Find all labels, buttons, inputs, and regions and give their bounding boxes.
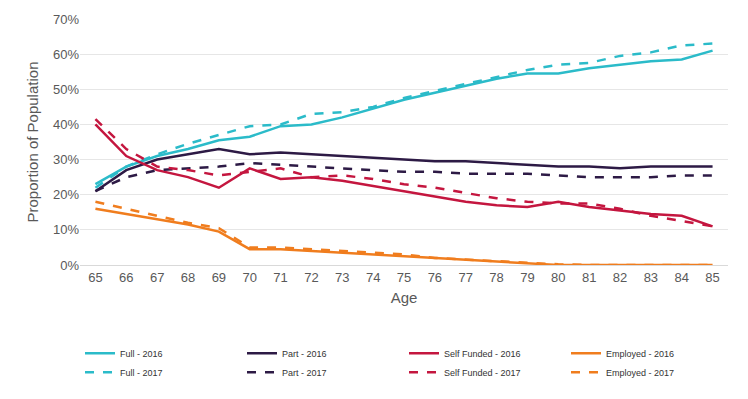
svg-text:70%: 70%	[53, 12, 79, 27]
svg-text:40%: 40%	[53, 117, 79, 132]
svg-text:20%: 20%	[53, 187, 79, 202]
svg-text:Age: Age	[391, 289, 418, 306]
svg-text:Employed - 2017: Employed - 2017	[606, 368, 674, 378]
svg-text:Employed - 2016: Employed - 2016	[606, 349, 674, 359]
svg-text:70: 70	[242, 270, 256, 285]
svg-text:Self Funded - 2016: Self Funded - 2016	[444, 349, 521, 359]
svg-text:Full - 2017: Full - 2017	[120, 368, 163, 378]
svg-text:0%: 0%	[60, 258, 79, 273]
svg-text:10%: 10%	[53, 222, 79, 237]
svg-text:50%: 50%	[53, 82, 79, 97]
svg-text:Part - 2017: Part - 2017	[282, 368, 327, 378]
svg-text:Proportion of Population: Proportion of Population	[24, 62, 41, 223]
svg-text:72: 72	[304, 270, 318, 285]
svg-text:75: 75	[397, 270, 411, 285]
svg-text:Full - 2016: Full - 2016	[120, 349, 163, 359]
svg-text:60%: 60%	[53, 47, 79, 62]
svg-text:85: 85	[705, 270, 719, 285]
svg-text:79: 79	[520, 270, 534, 285]
svg-text:80: 80	[551, 270, 565, 285]
svg-text:78: 78	[489, 270, 503, 285]
svg-text:77: 77	[458, 270, 472, 285]
svg-text:66: 66	[119, 270, 133, 285]
svg-text:65: 65	[88, 270, 102, 285]
svg-text:68: 68	[181, 270, 195, 285]
svg-text:81: 81	[582, 270, 596, 285]
svg-text:73: 73	[335, 270, 349, 285]
svg-text:69: 69	[212, 270, 226, 285]
svg-text:71: 71	[273, 270, 287, 285]
svg-text:67: 67	[150, 270, 164, 285]
svg-text:76: 76	[428, 270, 442, 285]
svg-text:Part - 2016: Part - 2016	[282, 349, 327, 359]
svg-text:84: 84	[674, 270, 688, 285]
svg-text:74: 74	[366, 270, 380, 285]
svg-text:83: 83	[644, 270, 658, 285]
svg-text:Self Funded - 2017: Self Funded - 2017	[444, 368, 521, 378]
svg-text:30%: 30%	[53, 152, 79, 167]
svg-text:82: 82	[613, 270, 627, 285]
